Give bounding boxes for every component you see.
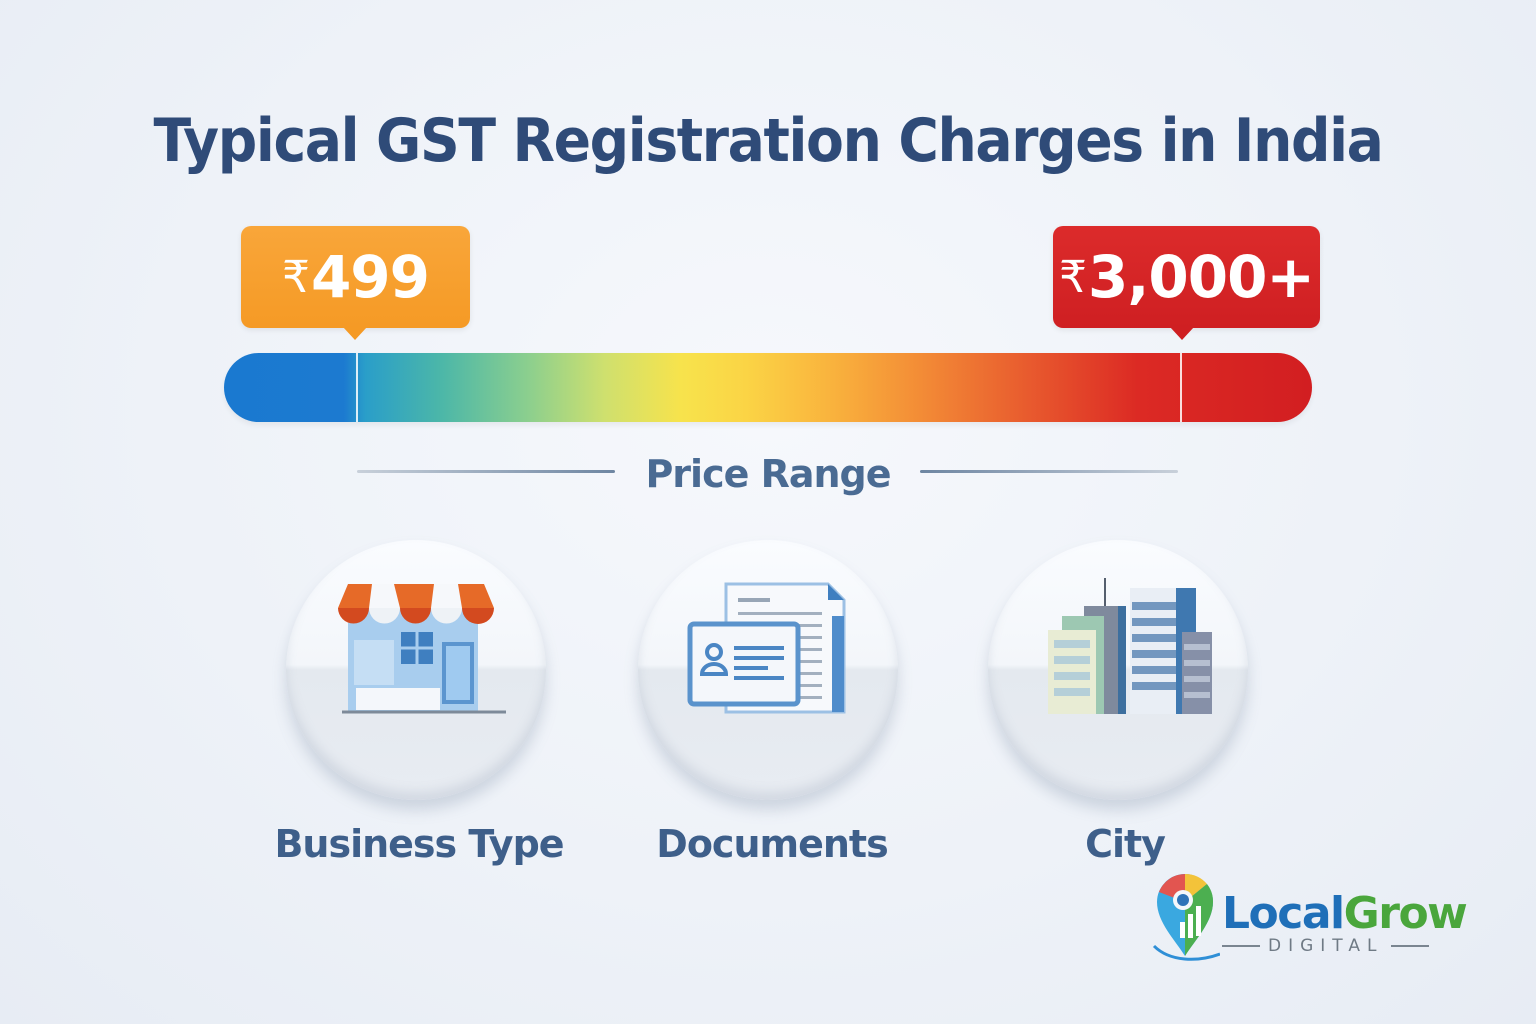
divider-line-right [920, 470, 1178, 473]
tagline-dash-right [1391, 945, 1430, 947]
rupee-symbol: ₹ [281, 251, 310, 303]
brand-logo: LocalGrow DIGITAL [1150, 870, 1480, 970]
price-gradient-bar [224, 353, 1312, 422]
brand-name: LocalGrow [1222, 888, 1468, 939]
min-price-value: 499 [310, 243, 430, 311]
location-pin-growth-icon [1152, 873, 1220, 961]
rupee-symbol: ₹ [1058, 251, 1087, 303]
factor-label-documents: Documents [656, 822, 888, 866]
price-range-label: Price Range [645, 452, 891, 496]
page-title: Typical GST Registration Charges in Indi… [153, 106, 1383, 176]
documents-id-card-icon [687, 582, 846, 714]
factor-city [988, 540, 1248, 800]
max-price-marker [1180, 353, 1182, 422]
min-price-marker [356, 353, 358, 422]
factor-business-type [286, 540, 546, 800]
factor-label-city: City [1085, 822, 1166, 866]
divider-line-left [357, 470, 615, 473]
factor-documents [638, 540, 898, 800]
brand-tagline: DIGITAL [1222, 936, 1472, 956]
factor-label-business-type: Business Type [274, 822, 564, 866]
storefront-icon [338, 584, 506, 714]
max-price-badge: ₹ 3,000+ [1053, 226, 1320, 340]
max-price-value: 3,000+ [1087, 243, 1315, 311]
city-buildings-icon [1048, 578, 1212, 714]
min-price-badge: ₹ 499 [241, 226, 470, 340]
tagline-dash-left [1222, 945, 1260, 947]
